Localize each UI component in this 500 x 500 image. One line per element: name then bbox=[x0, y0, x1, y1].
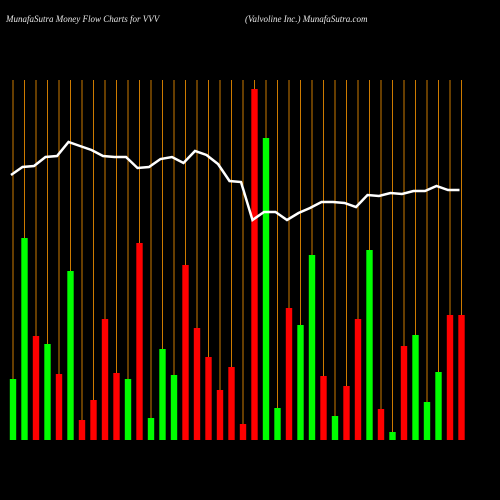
bar bbox=[32, 336, 40, 440]
bar bbox=[239, 424, 247, 440]
bar bbox=[285, 308, 293, 440]
bar bbox=[205, 357, 212, 440]
bar bbox=[251, 89, 258, 440]
bar bbox=[216, 390, 224, 440]
bar bbox=[90, 400, 97, 440]
bar bbox=[170, 375, 178, 440]
chart-subtitle: (Valvoline Inc.) MunafaSutra.com bbox=[245, 14, 368, 24]
bar bbox=[9, 379, 17, 440]
bar bbox=[331, 416, 339, 440]
bar bbox=[101, 319, 109, 440]
bar bbox=[193, 328, 201, 440]
bar bbox=[400, 346, 408, 440]
bar bbox=[67, 271, 74, 440]
bar bbox=[113, 373, 120, 440]
bar bbox=[366, 250, 373, 440]
bar bbox=[78, 420, 86, 440]
bar bbox=[228, 367, 235, 440]
bar bbox=[389, 432, 396, 440]
bar bbox=[21, 238, 28, 440]
bar bbox=[343, 386, 350, 440]
bar bbox=[55, 374, 63, 440]
bar bbox=[274, 408, 281, 440]
chart-title: MunafaSutra Money Flow Charts for VVV bbox=[5, 14, 161, 24]
bar bbox=[159, 349, 166, 440]
bar bbox=[435, 372, 442, 440]
bar bbox=[297, 325, 304, 440]
bar bbox=[412, 335, 419, 440]
bar bbox=[458, 315, 465, 440]
bar bbox=[147, 418, 155, 440]
bar bbox=[262, 138, 270, 440]
money-flow-line bbox=[10, 140, 460, 223]
bar bbox=[320, 376, 327, 440]
bar bbox=[136, 243, 143, 440]
bar bbox=[354, 319, 362, 440]
bar bbox=[124, 379, 132, 440]
bar bbox=[446, 315, 454, 440]
bar bbox=[44, 344, 51, 440]
bar bbox=[377, 409, 385, 440]
bar bbox=[182, 265, 189, 440]
bar bbox=[423, 402, 431, 440]
bar bbox=[308, 255, 316, 440]
